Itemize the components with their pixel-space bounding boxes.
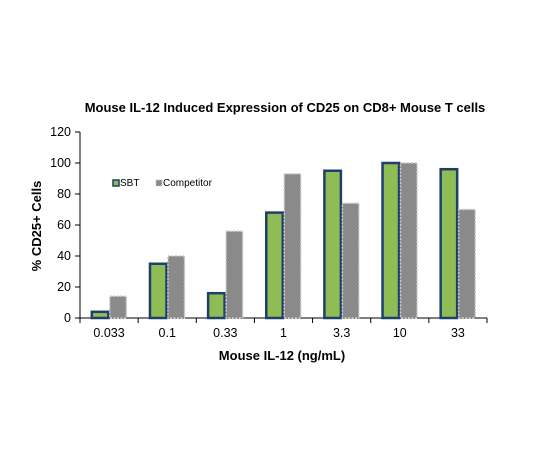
y-tick-label: 60 (57, 218, 71, 232)
y-tick-label: 40 (57, 249, 71, 263)
x-axis-label: Mouse IL-12 (ng/mL) (219, 348, 345, 363)
bar-competitor (225, 230, 244, 319)
y-tick-label: 120 (50, 125, 71, 139)
chart-title: Mouse IL-12 Induced Expression of CD25 o… (85, 100, 486, 115)
x-tick-label: 0.033 (93, 326, 124, 340)
bar-sbt (323, 169, 343, 320)
bar-sbt (439, 167, 459, 320)
x-tick-label: 0.1 (159, 326, 176, 340)
bar-sbt (206, 291, 226, 320)
legend: SBT Competitor (112, 178, 213, 189)
bar-sbt (381, 161, 401, 320)
bar-competitor (283, 173, 302, 319)
bar-competitor (457, 208, 476, 319)
y-tick-label: 20 (57, 280, 71, 294)
y-axis-label: % CD25+ Cells (29, 181, 44, 272)
y-tick-label: 80 (57, 187, 71, 201)
y-tick-label: 100 (50, 156, 71, 170)
bars (90, 161, 476, 320)
y-tick-label: 0 (64, 311, 71, 325)
bar-sbt (265, 211, 284, 320)
x-tick-label: 10 (393, 326, 407, 340)
bar-sbt (90, 310, 110, 320)
bar-competitor (399, 162, 418, 319)
bar-sbt (148, 262, 168, 320)
x-tick-label: 3.3 (333, 326, 350, 340)
legend-label: Competitor (163, 178, 213, 189)
legend-swatch (155, 179, 163, 187)
x-tick-label: 33 (451, 326, 465, 340)
x-tick-label: 0.33 (213, 326, 237, 340)
legend-swatch (112, 179, 120, 187)
x-tick-label: 1 (280, 326, 287, 340)
bar-competitor (109, 295, 128, 319)
legend-label: SBT (120, 178, 139, 189)
bar-competitor (341, 202, 360, 319)
bar-competitor (167, 255, 186, 319)
axes: 0 20 40 60 80 100 120 0.033 0.1 0.33 1 3.3 10 33 (50, 125, 488, 340)
